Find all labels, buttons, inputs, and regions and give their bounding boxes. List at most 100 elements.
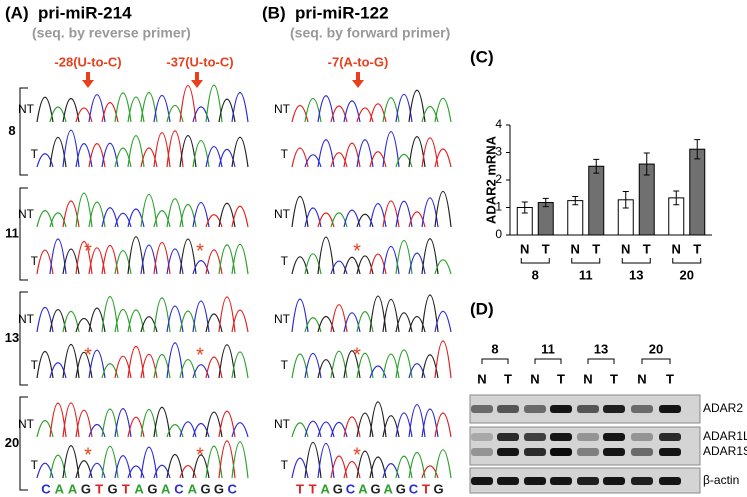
trace-peak [88,94,106,123]
blot-band [577,448,599,456]
trace-peak [218,296,236,333]
trace-peak [101,363,119,379]
blot-band [550,433,572,441]
base: T [122,481,130,496]
blot-band [577,477,599,485]
trace-peak [434,191,452,228]
group-label: 11 [5,225,19,240]
trace-peak [408,211,426,228]
row-label: T [281,254,289,268]
arrow [82,72,94,88]
error-bar [643,152,650,176]
base: A [188,481,198,496]
trace-peak [166,454,184,479]
trace-peak [114,455,132,479]
error-bar [694,139,701,160]
bracket [672,258,702,264]
lane-label: N [530,371,539,386]
trace-peak [192,106,210,123]
row-label: T [31,358,39,372]
trace-peak [421,465,439,479]
trace-peak [291,457,309,479]
trace-peak [408,363,426,379]
trace-peak [75,317,93,333]
bracket [534,358,562,364]
trace-peak [218,344,236,379]
trace-peak [330,304,348,333]
asterisk: * [196,444,204,466]
row-label: NT [18,207,35,221]
group-label: 11 [579,267,593,282]
row-label: NT [274,102,291,116]
trace-peak [127,416,145,438]
trace-peak [434,97,452,123]
blot [469,426,701,466]
y-tick-label: 3 [495,145,502,159]
trace-peak [140,147,158,168]
x-tick-label: T [693,241,701,256]
band-label: ADAR1L [703,429,747,443]
base: G [371,481,381,496]
base: G [107,481,117,496]
blot-band [631,448,653,456]
trace-peak [179,85,197,123]
trace-peak [179,310,197,333]
trace-peak [395,153,413,168]
blot-band [550,448,572,456]
trace-peak [317,315,335,333]
asterisk: * [353,444,361,466]
asterisk: * [353,240,361,262]
blot-band [497,433,519,441]
band-label: ADAR2 [703,401,743,415]
trace-peak [62,343,80,379]
base: C [41,481,51,496]
x-tick-label: T [643,241,651,256]
trace-peak [36,153,54,168]
row-label: T [31,254,39,268]
row-label: NT [18,102,35,116]
asterisk: * [84,344,92,366]
blot-band [577,433,599,441]
asterisk: * [353,344,361,366]
trace-peak [356,311,374,333]
trace-peak [205,84,223,123]
error-bar [593,158,600,174]
trace-peak [330,105,348,123]
base: G [214,481,224,496]
blot-band [603,433,625,441]
trace-peak [421,238,439,275]
trace-peak [408,315,426,333]
blot-band [524,477,546,485]
trace-peak [49,238,67,275]
bracket [520,258,550,264]
base: T [95,481,103,496]
arrow [191,72,203,88]
annotation: -37(U-to-C) [166,54,233,69]
y-tick-label: 0 [495,227,502,241]
error-bar [673,190,680,206]
row-label: NT [18,312,35,326]
x-tick-label: N [520,241,529,256]
trace-peak [434,449,452,479]
bracket [481,358,509,364]
asterisk: * [84,444,92,466]
bar [588,165,605,236]
bar [689,148,706,236]
base: G [333,481,343,496]
bracket [621,258,651,264]
trace-peak [317,236,335,275]
error-bar [521,201,528,214]
trace-peak [101,445,119,479]
trace-peak [231,422,249,438]
blot-band [659,448,681,456]
trace-peak [36,462,54,479]
group-label: 11 [541,341,555,356]
trace-peak [127,208,145,228]
bracket [641,358,671,364]
base: A [384,481,394,496]
panel-subtitle: (seq. by forward primer) [290,25,450,41]
trace-peak [408,252,426,275]
chromatograms [36,84,452,479]
bracket [19,396,28,491]
trace-peak [114,147,132,168]
